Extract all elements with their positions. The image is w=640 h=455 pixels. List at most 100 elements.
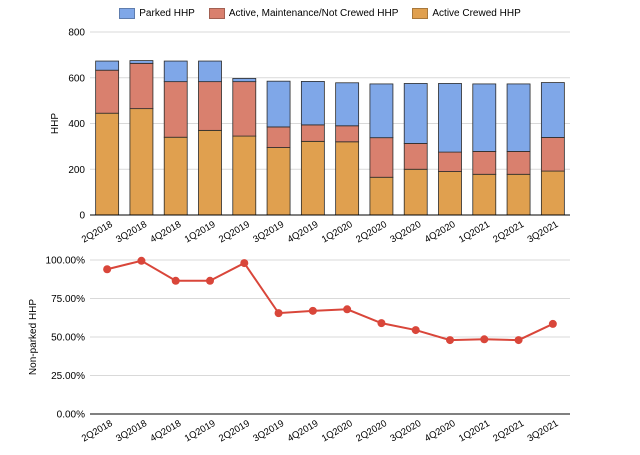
line-x-tick-label: 1Q2021 [457,418,492,444]
bar-segment [506,173,531,216]
bar-segment [300,140,325,216]
line-point [240,259,249,268]
bar-segment [198,129,222,216]
bar-segment [438,83,462,153]
bar-segment [369,83,394,139]
bar-segment [472,83,497,152]
bar-segment [95,60,120,71]
bar-segment [266,80,291,128]
bar-segment [438,171,462,216]
line-point [548,319,557,328]
legend-label-maintenance: Active, Maintenance/Not Crewed HHP [228,8,399,19]
line-x-tick-label: 2Q2018 [80,418,115,444]
bar-segment [472,151,497,175]
bar-x-tick-label: 4Q2020 [423,219,458,245]
bar-segment [232,81,257,137]
line-x-ticks: 2Q2018 3Q2018 4Q2018 1Q2019 2Q2019 3Q2019 4Q20… [80,418,560,444]
legend-swatch-maintenance [208,8,225,19]
bar-segment [438,151,462,172]
line-y-tick-label: 25.00% [51,371,85,382]
bar-segment [472,173,497,216]
bar-segment [335,125,360,143]
bar-segment [300,124,325,142]
bar-segment [95,112,120,216]
legend-item-maintenance[interactable]: Active, Maintenance/Not Crewed HHP [208,8,399,19]
bar-y-tick-label: 0 [79,211,85,222]
line-markers [103,256,557,345]
line-point [343,305,352,314]
bar-chart-bars: 2Q2018 3Q2018 4Q2018 1Q2019 2Q2019 3Q2019 4Q20… [80,60,565,246]
bar-segment [266,147,291,216]
line-point [377,319,386,328]
line-point [206,276,214,285]
bar-x-tick-label: 3Q2020 [388,219,423,245]
bar-segment [163,60,188,83]
legend-label-parked: Parked HHP [139,8,195,19]
bar-segment [403,168,428,216]
bar-segment [335,141,360,216]
bar-segment [335,82,360,127]
bar-x-tick-label: 4Q2019 [286,219,321,245]
bar-x-tick-label: 1Q2019 [183,219,218,245]
line-point [308,306,317,315]
line-point [171,276,180,285]
line-x-tick-label: 2Q2021 [491,418,526,444]
bar-segment [232,78,257,83]
line-x-tick-label: 2Q2020 [354,418,389,444]
line-point [103,265,112,274]
bar-y-tick-label: 400 [68,119,85,130]
legend-item-parked[interactable]: Parked HHP [119,8,195,19]
bar-segment [369,176,394,216]
line-y-tick-label: 100.00% [46,256,86,267]
line-x-tick-label: 3Q2019 [251,418,286,444]
bar-x-tick-label: 3Q2021 [526,219,561,245]
bar-segment [129,108,154,216]
bar-segment [198,60,222,83]
line-x-tick-label: 4Q2019 [286,418,321,444]
bar-segment [129,62,154,110]
legend-swatch-parked [119,8,136,19]
line-point [514,336,523,345]
bar-segment [506,151,531,175]
bar-y-tick-label: 200 [68,165,85,176]
bar-x-tick-label: 3Q2018 [114,219,149,245]
line-x-tick-label: 1Q2020 [320,418,355,444]
bar-segment [266,126,291,148]
bar-segment [403,83,428,144]
legend-swatch-crewed [412,8,429,19]
line-x-tick-label: 4Q2018 [148,418,183,444]
line-y-axis-title: Non-parked HHP [28,299,39,375]
bar-segment [232,135,257,216]
bar-segment [506,83,531,152]
bar-segment [163,81,188,138]
line-point [411,326,420,335]
bar-segment [403,143,428,170]
line-x-tick-label: 2Q2019 [217,418,252,444]
bar-segment [198,81,222,131]
bar-x-tick-label: 1Q2021 [457,219,492,245]
bar-y-tick-label: 800 [68,28,85,39]
bar-x-tick-label: 2Q2019 [217,219,252,245]
line-point [446,336,454,345]
bar-y-tick-label: 600 [68,73,85,84]
line-point [274,309,283,318]
bar-segment [163,136,188,216]
bar-x-tick-label: 1Q2020 [320,219,355,245]
line-y-tick-label: 0.00% [57,410,85,421]
bar-y-axis-title: HHP [50,113,61,134]
line-y-tick-label: 50.00% [51,333,85,344]
line-x-tick-label: 4Q2020 [423,418,458,444]
line-series-path [106,259,554,342]
legend-item-crewed[interactable]: Active Crewed HHP [412,8,521,19]
line-y-tick-label: 75.00% [51,294,85,305]
line-x-tick-label: 3Q2018 [114,418,149,444]
bar-segment [540,137,565,172]
line-point [137,256,146,265]
legend-label-crewed: Active Crewed HHP [432,8,521,19]
bar-segment [369,137,394,178]
bar-x-tick-label: 4Q2018 [148,219,183,245]
bar-x-tick-label: 3Q2019 [251,219,286,245]
line-x-tick-label: 3Q2021 [526,418,561,444]
bar-x-tick-label: 2Q2021 [491,219,526,245]
